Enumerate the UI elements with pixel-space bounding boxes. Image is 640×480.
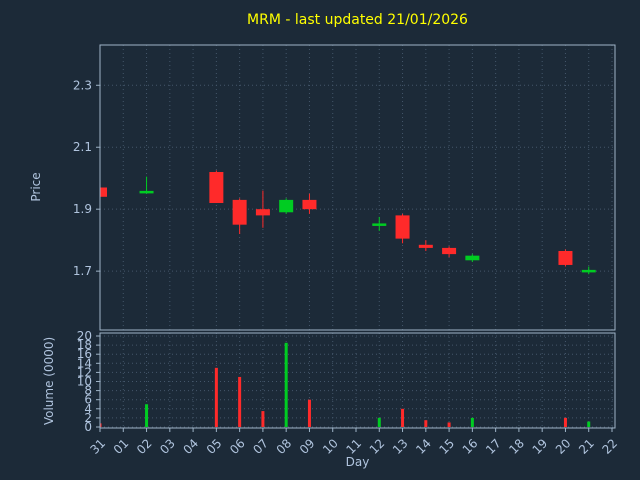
svg-text:10: 10 (320, 436, 341, 457)
svg-text:18: 18 (506, 436, 527, 457)
svg-text:10: 10 (77, 375, 92, 389)
svg-text:8: 8 (84, 384, 92, 398)
svg-text:11: 11 (343, 436, 364, 457)
volume-bars (100, 342, 591, 427)
svg-text:16: 16 (460, 436, 481, 457)
svg-text:4: 4 (84, 402, 92, 416)
gridlines (99, 45, 615, 428)
svg-text:13: 13 (390, 436, 411, 457)
svg-text:22: 22 (599, 436, 620, 457)
volume-plot-frame (99, 332, 616, 429)
svg-text:2: 2 (84, 411, 92, 425)
svg-text:15: 15 (437, 436, 458, 457)
svg-text:1.7: 1.7 (73, 264, 92, 278)
svg-text:2.1: 2.1 (73, 140, 92, 154)
svg-text:21: 21 (576, 436, 597, 457)
svg-text:01: 01 (111, 436, 132, 457)
svg-text:19: 19 (530, 436, 551, 457)
svg-text:20: 20 (553, 436, 574, 457)
svg-text:14: 14 (77, 356, 92, 370)
svg-text:16: 16 (77, 347, 92, 361)
svg-text:12: 12 (367, 436, 388, 457)
svg-text:20: 20 (77, 329, 92, 343)
svg-text:14: 14 (413, 436, 434, 457)
svg-text:6: 6 (84, 393, 92, 407)
x-axis-label: Day (345, 455, 370, 469)
svg-text:2.3: 2.3 (73, 78, 92, 92)
svg-text:05: 05 (204, 436, 225, 457)
tick-marks (96, 84, 613, 432)
svg-text:12: 12 (77, 365, 92, 379)
svg-text:06: 06 (227, 436, 248, 457)
candles (100, 170, 596, 275)
svg-text:17: 17 (483, 436, 504, 457)
price-plot-frame (99, 44, 616, 331)
svg-text:04: 04 (181, 436, 202, 457)
svg-text:31: 31 (87, 436, 108, 457)
svg-text:08: 08 (274, 436, 295, 457)
svg-text:0: 0 (84, 420, 92, 434)
svg-text:02: 02 (134, 436, 155, 457)
chart-title: MRM - last updated 21/01/2026 (247, 12, 468, 28)
svg-text:07: 07 (250, 436, 271, 457)
svg-text:18: 18 (77, 338, 92, 352)
svg-text:09: 09 (297, 436, 318, 457)
svg-text:03: 03 (157, 436, 178, 457)
svg-text:1.9: 1.9 (73, 202, 92, 216)
